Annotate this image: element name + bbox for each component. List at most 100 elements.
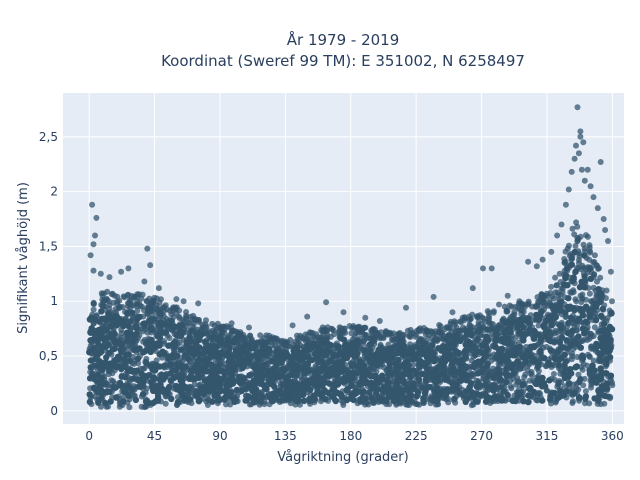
data-point xyxy=(91,385,98,392)
outlier-point xyxy=(533,263,540,270)
data-point xyxy=(348,330,355,337)
data-point xyxy=(555,394,563,401)
data-point xyxy=(127,366,134,373)
data-point xyxy=(568,255,575,261)
data-point xyxy=(569,316,576,323)
x-tick-label: 225 xyxy=(405,429,428,443)
data-point xyxy=(581,252,588,259)
data-point xyxy=(277,397,284,404)
data-point xyxy=(144,305,151,312)
data-points xyxy=(86,104,616,411)
data-point xyxy=(561,351,568,359)
outlier-point xyxy=(141,278,148,285)
data-point xyxy=(418,351,425,358)
data-point xyxy=(139,377,147,384)
data-point xyxy=(378,329,384,336)
data-point xyxy=(156,299,163,306)
data-point xyxy=(185,374,193,382)
outlier-point xyxy=(480,265,486,272)
outlier-point xyxy=(97,270,104,277)
outlier-point xyxy=(228,320,235,327)
data-point xyxy=(92,355,99,362)
data-point xyxy=(581,330,588,337)
data-point xyxy=(352,352,359,360)
data-point xyxy=(159,348,166,355)
data-point xyxy=(166,361,173,369)
data-point xyxy=(475,379,482,387)
data-point xyxy=(581,284,588,291)
y-tick-label: 1,5 xyxy=(39,239,58,253)
data-point xyxy=(319,328,326,335)
data-point xyxy=(591,271,598,278)
data-point xyxy=(413,370,420,377)
data-point xyxy=(102,344,109,351)
data-point xyxy=(582,400,588,407)
data-point xyxy=(335,344,342,351)
data-point xyxy=(517,306,523,313)
data-point xyxy=(513,381,520,388)
data-point xyxy=(230,339,237,346)
data-point xyxy=(573,298,580,305)
data-point xyxy=(603,337,610,344)
data-point xyxy=(288,371,295,378)
data-point xyxy=(591,324,598,331)
data-point xyxy=(516,343,523,351)
data-point xyxy=(485,394,492,401)
data-point xyxy=(498,397,505,404)
data-point xyxy=(114,293,121,300)
data-point xyxy=(449,365,457,372)
data-point xyxy=(444,395,451,402)
data-point xyxy=(370,372,377,379)
data-point xyxy=(102,399,109,407)
data-point xyxy=(527,384,534,392)
data-point xyxy=(273,335,280,342)
data-point xyxy=(385,379,392,387)
data-point xyxy=(288,378,295,386)
data-point xyxy=(181,397,188,404)
data-point xyxy=(435,329,442,335)
data-point xyxy=(343,386,350,394)
data-point xyxy=(133,330,140,337)
data-point xyxy=(566,380,573,387)
data-point xyxy=(606,323,613,330)
data-point xyxy=(305,377,312,384)
data-point xyxy=(404,384,412,392)
data-point xyxy=(252,340,259,347)
data-point xyxy=(582,388,589,395)
data-point xyxy=(579,366,586,373)
data-point xyxy=(568,356,575,363)
data-point xyxy=(231,398,238,405)
data-point xyxy=(446,325,453,332)
data-point xyxy=(337,349,344,356)
data-point xyxy=(124,382,131,389)
data-point xyxy=(546,377,553,384)
data-point xyxy=(574,354,581,360)
outlier-point xyxy=(578,166,585,173)
data-point xyxy=(102,380,109,387)
data-point xyxy=(525,392,532,399)
data-point xyxy=(217,388,224,395)
data-point xyxy=(552,330,558,337)
outlier-point xyxy=(568,168,575,175)
data-point xyxy=(455,336,463,344)
data-point xyxy=(552,289,559,296)
data-point xyxy=(180,316,187,323)
data-point xyxy=(580,241,587,248)
data-point xyxy=(86,349,93,356)
data-point xyxy=(143,359,150,366)
data-point xyxy=(503,378,510,386)
data-point xyxy=(470,393,478,400)
data-point xyxy=(400,342,408,350)
data-point xyxy=(118,340,126,348)
outlier-point xyxy=(90,241,97,248)
data-point xyxy=(140,365,147,372)
data-point xyxy=(86,391,93,398)
data-point xyxy=(149,383,156,391)
data-point xyxy=(136,345,143,352)
outlier-point xyxy=(600,216,607,222)
data-point xyxy=(138,295,145,302)
data-point xyxy=(112,362,120,370)
data-point xyxy=(261,335,268,342)
data-point xyxy=(368,352,375,359)
data-point xyxy=(317,366,325,373)
